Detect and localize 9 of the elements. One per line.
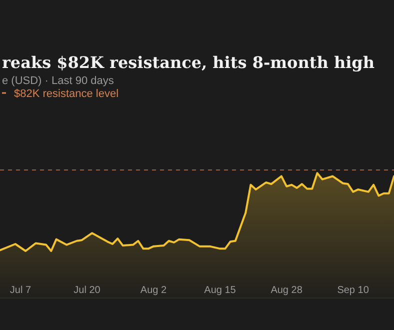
x-tick-label: Sep 10: [337, 285, 370, 296]
x-tick-label: Jul 20: [74, 285, 101, 296]
x-tick-label: Aug 15: [204, 285, 236, 296]
legend-label: $82K resistance level: [14, 88, 119, 100]
x-tick-label: Aug 2: [140, 285, 168, 296]
x-tick-label: Jul 7: [10, 285, 32, 296]
chart-title: reaks $82K resistance, hits 8-month high: [2, 53, 375, 72]
chart-subtitle: e (USD) · Last 90 days: [2, 75, 114, 87]
x-tick-label: Aug 28: [270, 285, 303, 296]
